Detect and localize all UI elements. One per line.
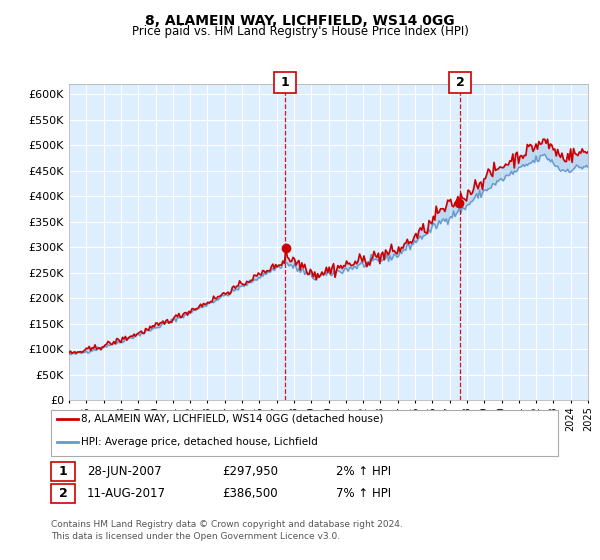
- Text: 2% ↑ HPI: 2% ↑ HPI: [336, 465, 391, 478]
- Text: HPI: Average price, detached house, Lichfield: HPI: Average price, detached house, Lich…: [81, 437, 318, 447]
- Text: 1: 1: [281, 76, 290, 89]
- Text: 1: 1: [59, 465, 67, 478]
- Text: 28-JUN-2007: 28-JUN-2007: [87, 465, 161, 478]
- Text: 2: 2: [59, 487, 67, 501]
- Text: £297,950: £297,950: [222, 465, 278, 478]
- Text: 2: 2: [455, 76, 464, 89]
- Text: 7% ↑ HPI: 7% ↑ HPI: [336, 487, 391, 501]
- Text: Price paid vs. HM Land Registry's House Price Index (HPI): Price paid vs. HM Land Registry's House …: [131, 25, 469, 38]
- Text: This data is licensed under the Open Government Licence v3.0.: This data is licensed under the Open Gov…: [51, 532, 340, 541]
- Text: 8, ALAMEIN WAY, LICHFIELD, WS14 0GG (detached house): 8, ALAMEIN WAY, LICHFIELD, WS14 0GG (det…: [81, 414, 383, 424]
- Text: Contains HM Land Registry data © Crown copyright and database right 2024.: Contains HM Land Registry data © Crown c…: [51, 520, 403, 529]
- Text: 11-AUG-2017: 11-AUG-2017: [87, 487, 166, 501]
- Text: 8, ALAMEIN WAY, LICHFIELD, WS14 0GG: 8, ALAMEIN WAY, LICHFIELD, WS14 0GG: [145, 14, 455, 28]
- Text: £386,500: £386,500: [222, 487, 278, 501]
